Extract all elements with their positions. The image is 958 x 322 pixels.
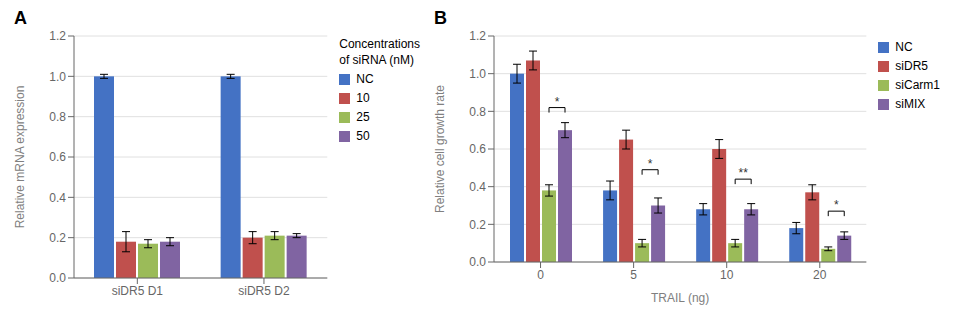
html-text:NC: NC: [356, 72, 374, 86]
html-text:A: A: [14, 8, 27, 28]
svg-text:0.8: 0.8: [469, 105, 486, 119]
html-text:of siRNA (nM): of siRNA (nM): [339, 53, 414, 67]
svg-text:0.2: 0.2: [469, 218, 486, 232]
svg-text:1.2: 1.2: [49, 29, 66, 43]
svg-text:*: *: [834, 198, 839, 212]
svg-text:0.0: 0.0: [469, 255, 486, 269]
svg-text:siDR5 D1: siDR5 D1: [112, 284, 164, 298]
svg-text:0.6: 0.6: [49, 150, 66, 164]
html-text:siDR5: siDR5: [895, 59, 928, 73]
svg-text:5: 5: [630, 268, 637, 282]
svg-text:0.6: 0.6: [469, 142, 486, 156]
svg-text:0.8: 0.8: [49, 110, 66, 124]
svg-text:Relative mRNA expression: Relative mRNA expression: [13, 86, 27, 229]
svg-text:TRAIL (ng): TRAIL (ng): [651, 291, 709, 305]
svg-text:siDR5 D2: siDR5 D2: [238, 284, 290, 298]
html-text:NC: NC: [895, 40, 913, 54]
html-text:25: 25: [356, 110, 370, 124]
html-text:50: 50: [356, 129, 370, 143]
svg-text:*: *: [555, 95, 560, 109]
svg-text:1.2: 1.2: [469, 29, 486, 43]
svg-text:20: 20: [813, 268, 827, 282]
html-text:siMIX: siMIX: [895, 97, 926, 111]
svg-text:1.0: 1.0: [469, 67, 486, 81]
html-text:siCarm1: siCarm1: [895, 78, 940, 92]
svg-text:0: 0: [537, 268, 544, 282]
html-text:Concentrations: Concentrations: [339, 37, 420, 51]
svg-text:1.0: 1.0: [49, 70, 66, 84]
html-text:B: B: [434, 8, 447, 28]
svg-text:0.0: 0.0: [49, 271, 66, 285]
svg-text:0.4: 0.4: [469, 180, 486, 194]
svg-text:*: *: [648, 157, 653, 171]
svg-text:10: 10: [720, 268, 734, 282]
svg-text:0.2: 0.2: [49, 231, 66, 245]
html-text:10: 10: [356, 91, 370, 105]
svg-text:0.4: 0.4: [49, 191, 66, 205]
svg-text:Relative cell growth rate: Relative cell growth rate: [433, 85, 447, 213]
svg-text:**: **: [738, 166, 748, 180]
